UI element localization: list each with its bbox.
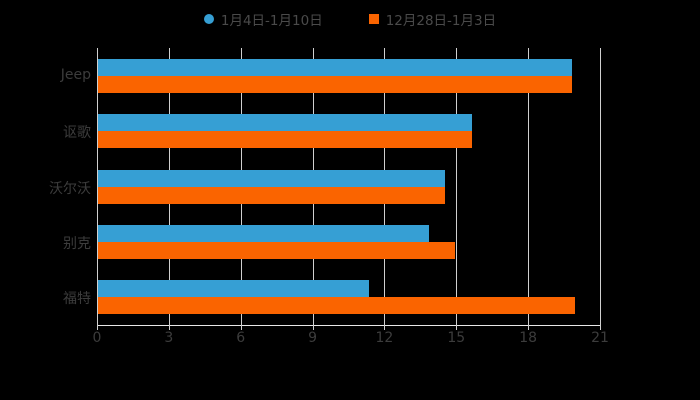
x-tick-label: 12 — [375, 330, 394, 346]
y-tick-label: Jeep — [60, 66, 91, 83]
x-tick-label: 21 — [591, 330, 609, 346]
y-tick-label: 讴歌 — [63, 125, 91, 142]
x-tick-mark — [168, 325, 170, 330]
x-axis-line — [97, 325, 601, 326]
x-tick-mark — [312, 325, 314, 330]
y-tick-label: 别克 — [63, 235, 91, 252]
chart-legend: 1月4日-1月10日 12月28日-1月3日 — [0, 6, 700, 32]
bar[interactable] — [98, 241, 455, 259]
x-tick-label: 6 — [236, 330, 246, 346]
bar[interactable] — [98, 297, 575, 315]
legend-entry[interactable]: 1月4日-1月10日 — [203, 9, 323, 29]
bar[interactable] — [98, 169, 446, 187]
x-tick-mark — [240, 325, 242, 330]
legend-entry-label: 12月28日-1月3日 — [385, 13, 497, 29]
legend-marker-circle-icon — [203, 14, 214, 24]
bar[interactable] — [98, 224, 429, 242]
x-tick-mark — [456, 325, 458, 330]
x-axis-tick-labels: 0 3 6 9 12 15 18 21 — [93, 330, 609, 352]
bar[interactable] — [98, 58, 573, 76]
bar[interactable] — [98, 131, 472, 149]
bar-group — [98, 280, 601, 315]
x-gridline — [97, 48, 98, 325]
bar-group — [98, 169, 601, 204]
bar[interactable] — [98, 75, 573, 93]
x-tick-label: 0 — [92, 330, 102, 346]
bar[interactable] — [98, 280, 369, 298]
x-tick-label: 9 — [308, 330, 318, 346]
bar[interactable] — [98, 186, 446, 204]
legend-entry[interactable]: 12月28日-1月3日 — [368, 9, 497, 29]
x-tick-label: 18 — [519, 330, 538, 346]
plot-area — [97, 48, 601, 330]
y-tick-label: 福特 — [63, 291, 91, 308]
x-gridline — [528, 48, 530, 325]
bar-group — [98, 58, 601, 93]
x-tick-label: 15 — [447, 330, 466, 346]
y-tick-label: 沃尔沃 — [49, 180, 91, 197]
legend-entry-label: 1月4日-1月10日 — [220, 13, 323, 29]
bar[interactable] — [98, 114, 472, 132]
x-gridline — [600, 48, 601, 325]
x-tick-mark — [528, 325, 530, 330]
x-gridline — [456, 48, 458, 325]
x-tick-mark — [97, 325, 98, 330]
x-tick-mark — [600, 325, 601, 330]
x-tick-label: 3 — [164, 330, 174, 346]
bar-group — [98, 224, 601, 259]
y-axis-tick-labels: Jeep 讴歌沃尔沃别克福特 — [0, 48, 91, 325]
legend-marker-square-icon — [368, 14, 379, 24]
x-tick-mark — [384, 325, 386, 330]
bar-group — [98, 114, 601, 149]
